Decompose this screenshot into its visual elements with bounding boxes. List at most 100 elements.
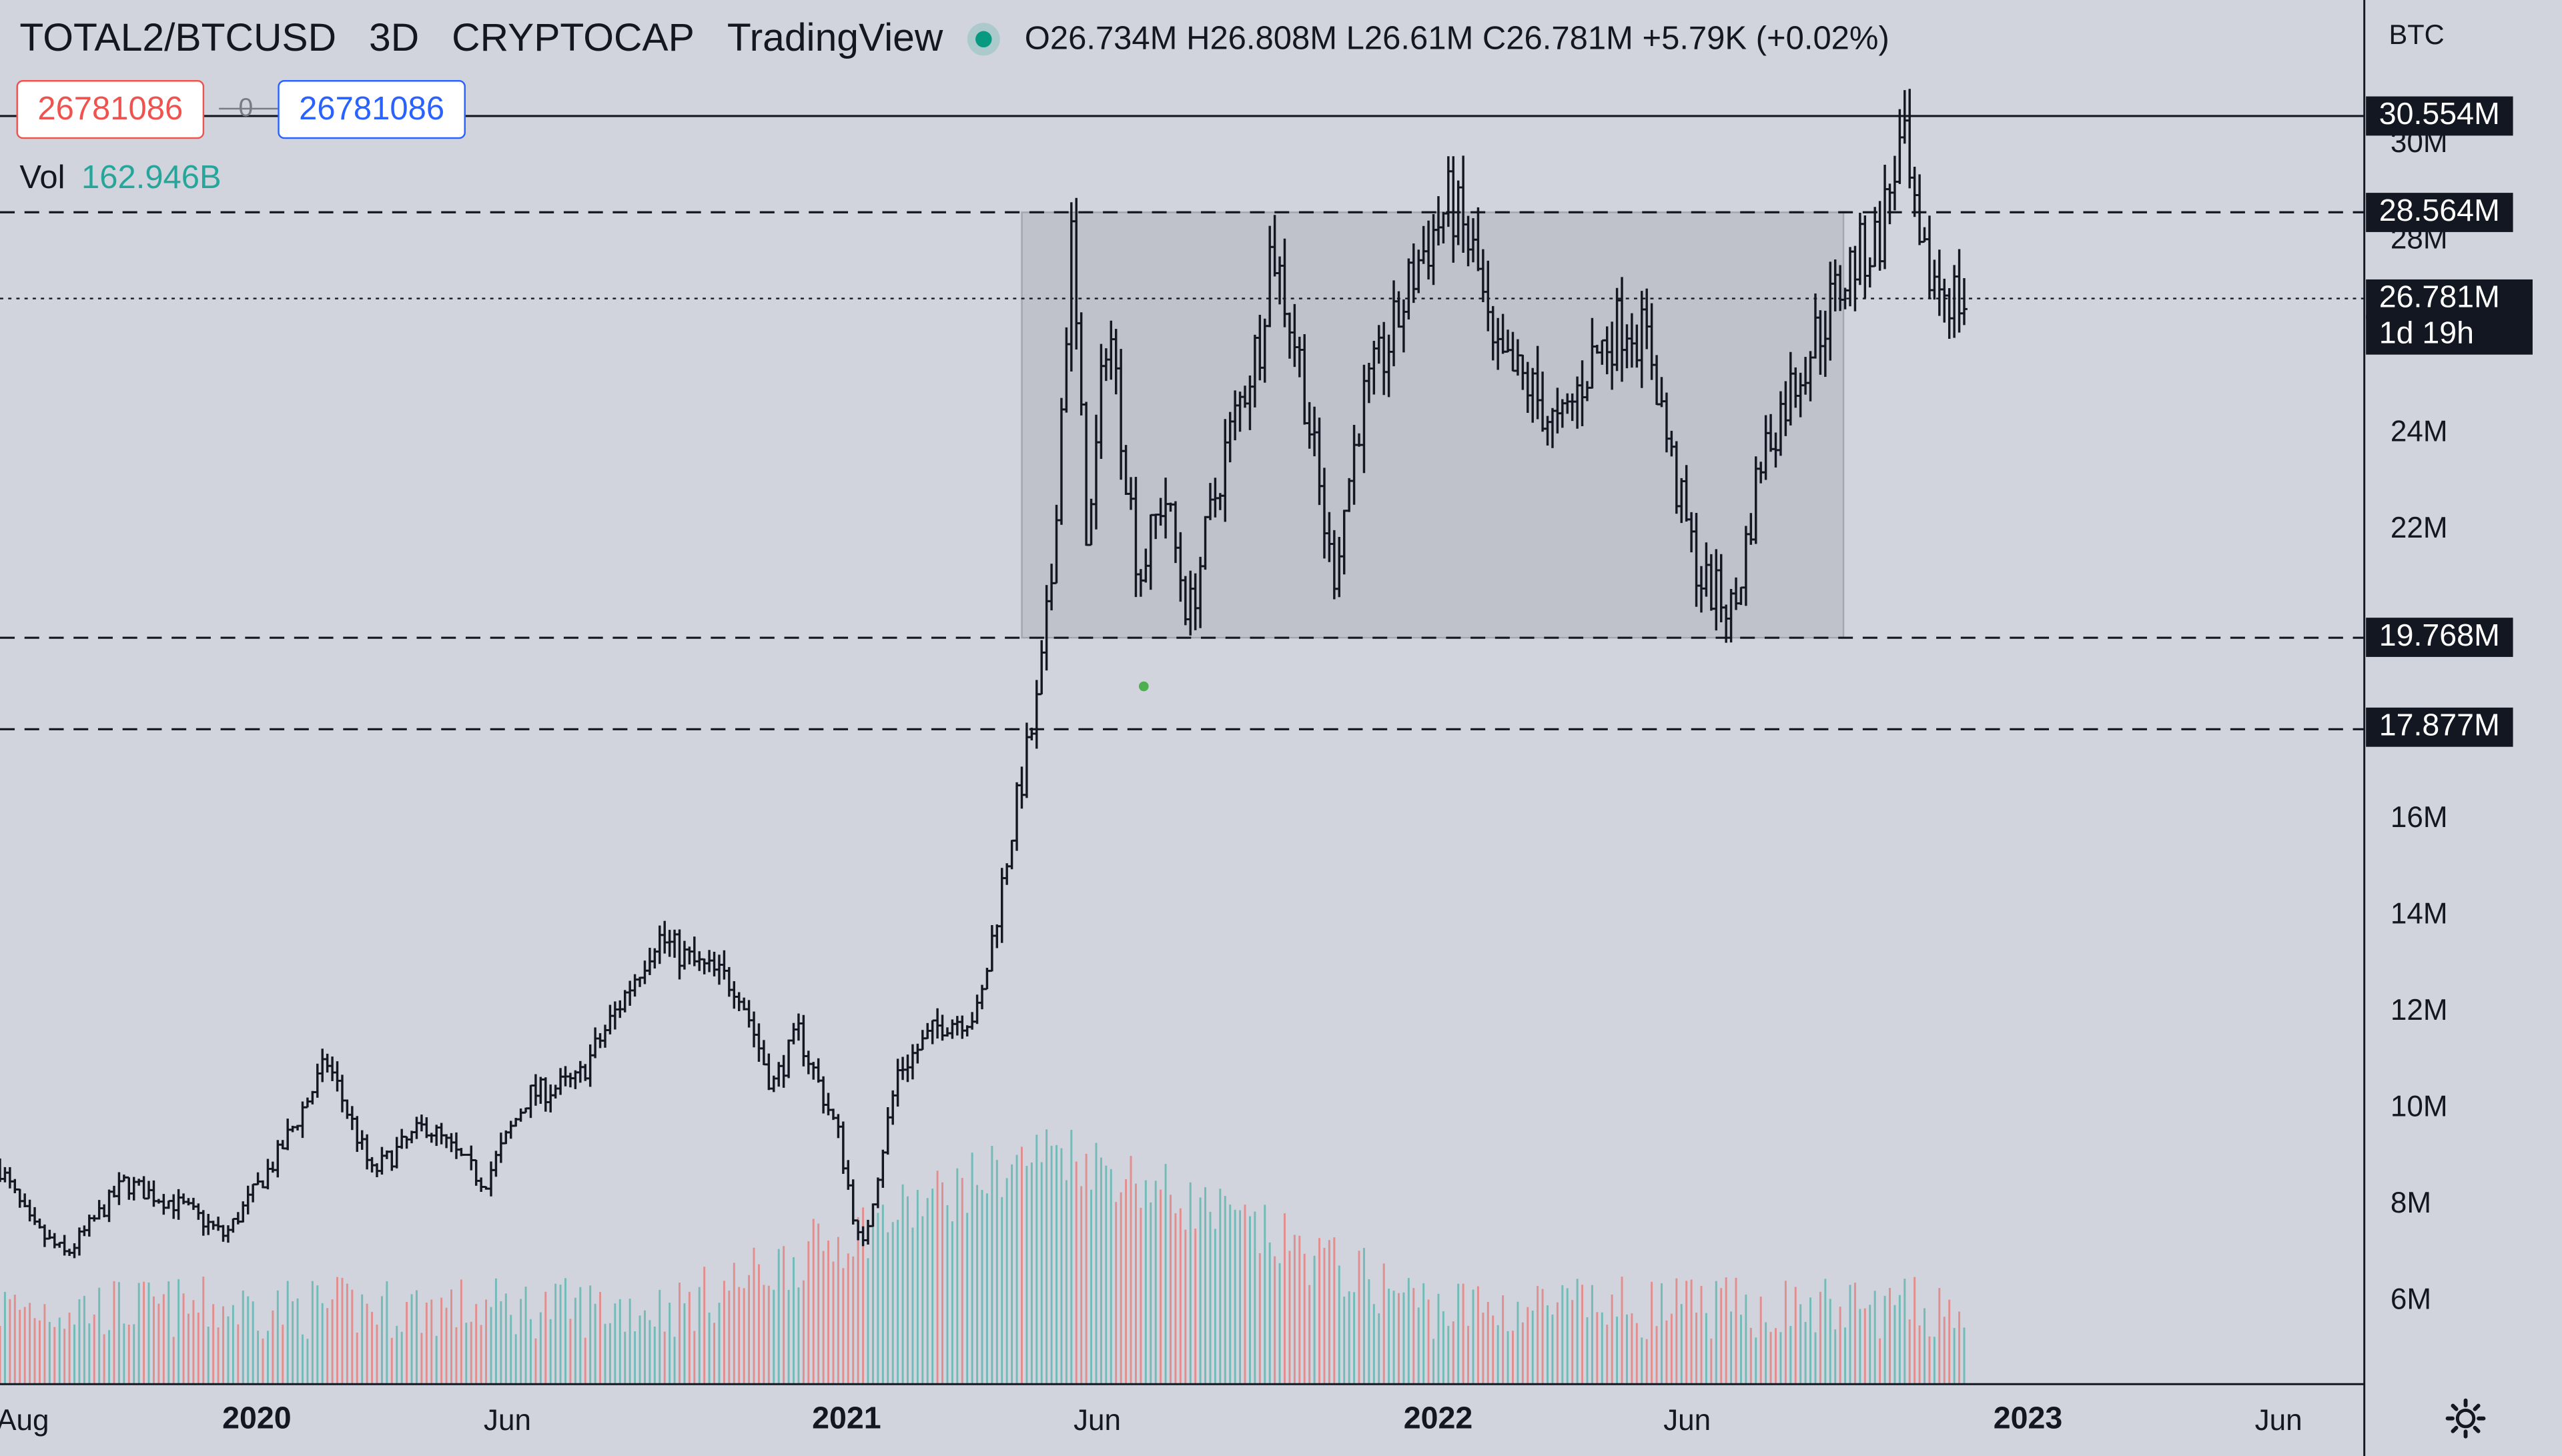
volume-bar <box>1794 1287 1797 1385</box>
volume-bar <box>1591 1285 1593 1385</box>
volume-bar <box>797 1287 800 1385</box>
volume-bar <box>728 1291 731 1385</box>
x-tick: Jun <box>483 1403 532 1437</box>
volume-bar <box>1893 1305 1896 1385</box>
volume-bar <box>1963 1327 1966 1385</box>
volume-bar <box>465 1323 468 1385</box>
volume-bar <box>1274 1256 1276 1385</box>
volume-bar <box>23 1307 26 1385</box>
volume-bar <box>698 1287 701 1385</box>
volume-bar <box>1839 1307 1841 1385</box>
volume-bar <box>58 1317 61 1385</box>
volume-bar <box>1749 1327 1752 1385</box>
volume-bar <box>272 1310 274 1385</box>
volume-bar <box>1883 1295 1886 1385</box>
volume-bar <box>793 1257 795 1385</box>
volume-bar <box>152 1296 155 1385</box>
volume-bar <box>1576 1279 1579 1385</box>
volume-bar <box>1903 1279 1906 1385</box>
volume-bar <box>356 1333 358 1385</box>
volume-bar <box>1695 1313 1698 1385</box>
volume-bar <box>1095 1143 1098 1385</box>
exchange-label: CRYPTOCAP <box>452 16 695 61</box>
volume-bar <box>1863 1308 1866 1385</box>
volume-bar <box>1561 1285 1564 1385</box>
volume-bar <box>416 1290 418 1385</box>
volume-bar <box>1264 1205 1266 1385</box>
symbol-name[interactable]: TOTAL2/BTCUSD <box>19 16 337 61</box>
volume-bar <box>1581 1285 1584 1385</box>
volume-bar <box>1665 1320 1668 1385</box>
volume-bar <box>539 1312 542 1385</box>
volume-bar <box>1641 1337 1643 1385</box>
volume-bar <box>1765 1322 1767 1385</box>
volume-value: 162.946B <box>81 160 222 197</box>
volume-bar <box>212 1304 215 1385</box>
volume-bar <box>425 1303 428 1385</box>
buy-price-button[interactable]: 26781086 <box>278 80 466 139</box>
volume-bar <box>1442 1311 1444 1385</box>
volume-bar <box>1323 1247 1326 1385</box>
volume-bar <box>1268 1242 1271 1385</box>
volume-bar <box>1551 1314 1554 1385</box>
volume-bar <box>524 1287 527 1385</box>
volume-bar <box>1170 1195 1172 1385</box>
sell-price-button[interactable]: 26781086 <box>16 80 205 139</box>
volume-label: Vol <box>19 160 65 197</box>
volume-bar <box>1278 1263 1281 1385</box>
volume-bar <box>608 1323 611 1385</box>
price-tag-current[interactable]: 26.781M <box>2366 279 2533 319</box>
price-tag-support-2[interactable]: 17.877M <box>2366 707 2513 747</box>
volume-bar <box>331 1299 334 1385</box>
volume-bar <box>1547 1305 1549 1385</box>
volume-bar <box>679 1282 681 1385</box>
volume-bar <box>137 1283 140 1385</box>
volume-bar <box>376 1325 378 1385</box>
volume-bar <box>832 1261 835 1385</box>
volume-bar <box>380 1296 383 1385</box>
volume-bar <box>931 1189 934 1385</box>
volume-bar <box>1417 1307 1420 1385</box>
volume-bar <box>783 1246 785 1385</box>
volume-bar <box>1224 1196 1226 1385</box>
volume-bar <box>1154 1181 1157 1385</box>
volume-bar <box>177 1279 180 1385</box>
volume-bar <box>1700 1285 1703 1385</box>
volume-bar <box>68 1312 71 1385</box>
volume-bar <box>1879 1338 1881 1385</box>
price-tag-resistance[interactable]: 28.564M <box>2366 193 2513 232</box>
volume-bar <box>1938 1288 1941 1385</box>
volume-bar <box>1655 1326 1658 1385</box>
volume-bar <box>0 1325 1 1385</box>
volume-bar <box>450 1289 452 1385</box>
volume-bar <box>510 1315 512 1385</box>
volume-bar <box>599 1292 602 1385</box>
horizontal-lines[interactable] <box>0 115 2365 730</box>
volume-bar <box>862 1207 865 1385</box>
volume-bar <box>33 1318 36 1385</box>
volume-bar <box>346 1283 348 1385</box>
volume-bar <box>1447 1325 1450 1385</box>
volume-bar <box>569 1319 572 1385</box>
volume-bar <box>1467 1325 1470 1385</box>
volume-bar <box>1521 1322 1524 1385</box>
gear-icon[interactable] <box>2445 1397 2487 1440</box>
volume-bar <box>1462 1283 1464 1385</box>
price-tag-high[interactable]: 30.554M <box>2366 96 2513 136</box>
volume-bar <box>1150 1202 1152 1385</box>
interval-label[interactable]: 3D <box>369 16 420 61</box>
volume-bar <box>1214 1229 1216 1385</box>
volume-bar <box>842 1268 845 1385</box>
volume-bar <box>1958 1311 1961 1385</box>
volume-bar <box>1680 1304 1683 1385</box>
volume-bar <box>1382 1263 1385 1385</box>
volume-bar <box>1789 1326 1792 1385</box>
volume-bar <box>455 1327 458 1385</box>
volume-bar <box>887 1232 889 1385</box>
volume-bar <box>1775 1328 1777 1385</box>
volume-bar <box>400 1331 403 1385</box>
volume-bar <box>1651 1281 1653 1385</box>
volume-bar <box>197 1312 199 1385</box>
price-tag-support-1[interactable]: 19.768M <box>2366 618 2513 657</box>
